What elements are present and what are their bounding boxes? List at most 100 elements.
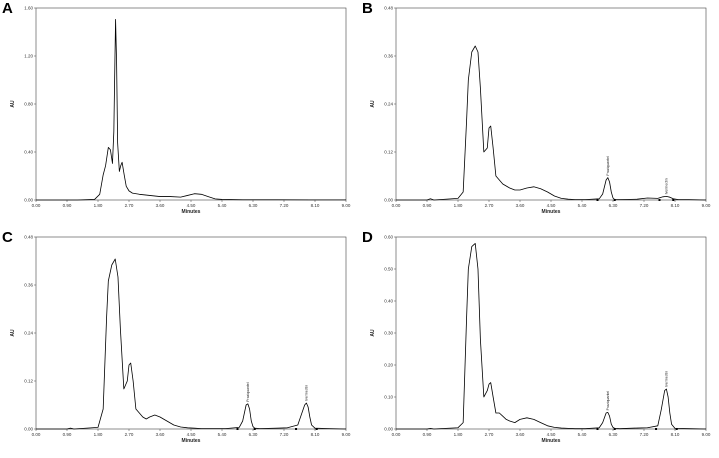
panel-label-d: D [362,229,373,246]
y-tick-label: 0.00 [24,198,33,203]
x-tick-label: 6.30 [609,203,618,208]
x-tick-label: 3.60 [156,203,165,208]
y-tick-label: 0.24 [24,331,33,336]
x-tick-label: 8.10 [671,432,680,437]
plot-frame [395,7,707,201]
chromatogram-trace [396,45,707,201]
x-tick-label: 0.90 [63,432,72,437]
y-tick-label: 0.00 [384,198,393,203]
chart-panel-d: 0.00 0.90 1.80 2.70 3.60 4.50 5.40 6.30 7.20 8.10… [360,229,719,458]
y-tick-label: 0.40 [384,299,393,304]
x-tick-label: 1.80 [454,203,463,208]
y-tick-label: 0.36 [384,54,393,59]
y-tick-label: 0.48 [384,6,393,11]
x-tick-label: 7.20 [640,203,649,208]
y-tick-label: 0.12 [24,379,33,384]
plot-frame [395,236,707,430]
y-tick-label: 0.24 [384,102,393,107]
chromatogram-trace [36,19,346,201]
chart-panel-a: 0.00 0.90 1.80 2.70 3.60 4.50 5.40 6.30 7.20 8.10… [0,0,359,229]
x-tick-label: 9.00 [702,203,711,208]
integration-mark [613,428,616,430]
x-tick-label: 7.20 [640,432,649,437]
peak-label: Ivermectin [664,371,668,387]
x-tick-label: 2.70 [125,432,134,437]
x-tick-label: 6.30 [249,203,258,208]
integration-mark [236,428,239,430]
integration-mark [253,428,256,430]
plot-frame [35,236,347,430]
x-tick-label: 6.30 [609,432,618,437]
plot-frame [35,7,347,201]
chromatogram-trace [36,258,347,430]
integration-mark [675,428,678,430]
y-tick-label: 1.20 [24,54,33,59]
chart-b-svg: 0.00 0.90 1.80 2.70 3.60 4.50 5.40 6.30 7.20 8.10… [370,6,711,216]
chromatogram-trace [396,242,707,430]
y-tick-label: 0.36 [24,283,33,288]
x-tick-label: 2.70 [485,432,494,437]
integration-mark [596,199,599,201]
x-tick-label: 0.90 [423,432,432,437]
x-tick-label: 5.40 [578,203,587,208]
integration-mark [315,428,318,430]
y-axis-title: AU [370,100,376,108]
chart-c-svg: 0.00 0.90 1.80 2.70 3.60 4.50 5.40 6.30 7.20 8.10… [10,235,351,445]
x-tick-label: 0.00 [392,432,401,437]
x-tick-label: 6.30 [249,432,258,437]
x-tick-label: 5.40 [218,432,227,437]
peak-label: Ivermectin [304,385,308,401]
y-tick-label: 0.10 [384,395,393,400]
x-tick-label: 0.00 [32,432,41,437]
x-tick-label: 4.50 [547,203,556,208]
panel-label-b: B [362,0,373,17]
x-axis-title: Minutes [182,209,201,215]
y-tick-label: 0.48 [24,235,33,240]
y-tick-label: 0.60 [384,235,393,240]
x-tick-label: 4.50 [187,203,196,208]
x-tick-label: 0.00 [32,203,41,208]
integration-mark [655,428,658,430]
peak-label: Praziquantel [246,382,250,402]
chart-panel-c: 0.00 0.90 1.80 2.70 3.60 4.50 5.40 6.30 7.20 8.10… [0,229,359,458]
integration-mark [295,428,298,430]
x-tick-label: 8.10 [671,203,680,208]
integration-mark [658,199,661,201]
x-tick-label: 0.90 [63,203,72,208]
x-tick-label: 3.60 [516,203,525,208]
x-axis-title: Minutes [182,438,201,444]
peak-label: Praziquantel [606,391,610,411]
x-tick-label: 3.60 [156,432,165,437]
x-tick-label: 1.80 [94,432,103,437]
y-axis-title: AU [370,329,376,337]
panel-label-c: C [2,229,13,246]
x-tick-label: 4.50 [187,432,196,437]
x-tick-label: 2.70 [125,203,134,208]
y-tick-label: 1.60 [24,6,33,11]
x-tick-label: 2.70 [485,203,494,208]
x-tick-label: 1.80 [94,203,103,208]
y-tick-label: 0.50 [384,267,393,272]
chart-d-svg: 0.00 0.90 1.80 2.70 3.60 4.50 5.40 6.30 7.20 8.10… [370,235,711,445]
x-tick-label: 9.00 [342,203,351,208]
x-tick-label: 9.00 [702,432,711,437]
y-tick-label: 0.40 [24,150,33,155]
integration-mark [672,199,675,201]
x-tick-label: 9.00 [342,432,351,437]
x-tick-label: 0.90 [423,203,432,208]
x-tick-label: 8.10 [311,203,320,208]
x-tick-label: 5.40 [218,203,227,208]
y-tick-label: 0.80 [24,102,33,107]
x-tick-label: 1.80 [454,432,463,437]
peak-label: Ivermectin [664,178,668,194]
y-tick-label: 0.00 [24,427,33,432]
integration-mark [613,199,616,201]
x-axis-title: Minutes [542,209,561,215]
x-tick-label: 4.50 [547,432,556,437]
integration-mark [596,428,599,430]
x-tick-label: 7.20 [280,203,289,208]
x-tick-label: 7.20 [280,432,289,437]
x-tick-label: 5.40 [578,432,587,437]
x-tick-label: 0.00 [392,203,401,208]
y-tick-label: 0.12 [384,150,393,155]
